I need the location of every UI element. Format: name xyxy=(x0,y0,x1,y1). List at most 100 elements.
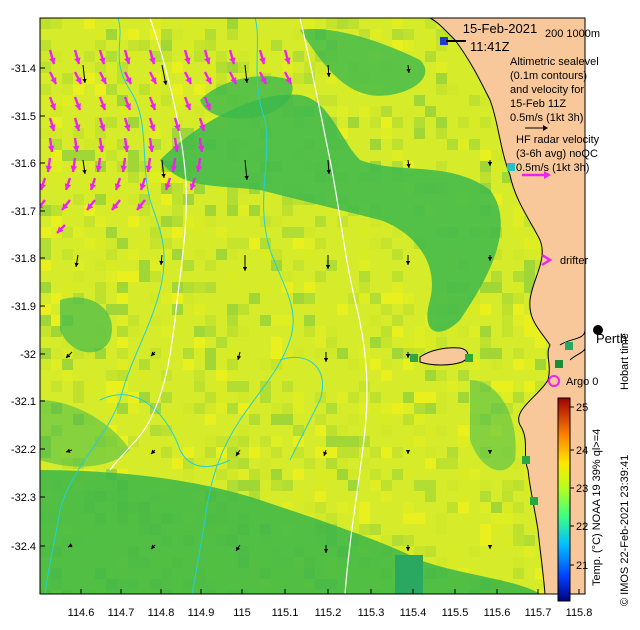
x-tick: 115.6 xyxy=(484,589,510,619)
sst-pixel xyxy=(172,95,183,106)
sst-pixel xyxy=(194,183,205,194)
sst-pixel xyxy=(205,40,216,51)
sst-pixel xyxy=(172,62,183,73)
sst-pixel xyxy=(513,315,524,326)
sst-pixel xyxy=(238,205,249,216)
sst-pixel xyxy=(370,535,381,546)
sst-pixel xyxy=(227,18,238,29)
sst-pixel xyxy=(436,557,447,568)
sst-green-region xyxy=(40,400,130,467)
altimetric-arrow xyxy=(406,64,411,74)
sst-pixel xyxy=(249,447,260,458)
sst-pixel xyxy=(117,139,128,150)
sst-pixel xyxy=(95,216,106,227)
sst-pixel xyxy=(271,315,282,326)
sst-pixel xyxy=(128,436,139,447)
hf-radar-arrow xyxy=(123,49,131,65)
sst-pixel xyxy=(381,337,392,348)
sst-pixel xyxy=(480,480,491,491)
sst-pixel xyxy=(491,348,502,359)
sst-pixel xyxy=(381,535,392,546)
sst-pixel xyxy=(139,271,150,282)
hf-radar-arrow xyxy=(195,157,203,173)
sst-pixel xyxy=(282,359,293,370)
hf-radar-arrow xyxy=(98,49,106,65)
sst-pixel xyxy=(513,480,524,491)
sst-pixel xyxy=(403,29,414,40)
sst-pixel xyxy=(194,337,205,348)
sst-pixel xyxy=(447,381,458,392)
sst-pixel xyxy=(436,117,447,128)
sst-pixel xyxy=(106,392,117,403)
sst-pixel xyxy=(315,337,326,348)
sst-pixel xyxy=(183,40,194,51)
sst-pixel xyxy=(337,106,348,117)
colorbar-tick: 25 xyxy=(570,402,588,414)
x-tick-label: 115.2 xyxy=(315,607,342,619)
sst-pixel xyxy=(458,117,469,128)
colorbar-title: Temp. (°C) NOAA 19 39% ql>=4 xyxy=(591,429,603,586)
sst-pixel xyxy=(172,172,183,183)
sst-pixel xyxy=(51,359,62,370)
sst-pixel xyxy=(194,304,205,315)
x-tick: 115.4 xyxy=(400,589,426,619)
sst-pixel xyxy=(480,95,491,106)
sst-pixel xyxy=(370,238,381,249)
sst-pixel xyxy=(172,183,183,194)
sst-pixel xyxy=(172,84,183,95)
y-tick-label: -31.8 xyxy=(11,253,36,265)
sst-pixel xyxy=(51,348,62,359)
sst-pixel xyxy=(84,73,95,84)
sst-pixel xyxy=(458,139,469,150)
sst-pixel xyxy=(370,117,381,128)
sst-pixel xyxy=(337,348,348,359)
hf-radar-arrow xyxy=(283,71,293,85)
y-tick-label: -31.6 xyxy=(11,158,36,170)
sst-pixel xyxy=(128,194,139,205)
sst-pixel xyxy=(271,348,282,359)
sst-pixel xyxy=(227,238,238,249)
x-tick: 115.1 xyxy=(272,589,298,619)
sst-pixel xyxy=(315,304,326,315)
sst-pixel xyxy=(62,95,73,106)
sst-pixel xyxy=(315,480,326,491)
sst-pixel xyxy=(480,502,491,513)
sst-pixel xyxy=(403,304,414,315)
altimetric-arrow xyxy=(242,255,248,271)
hf-radar-arrow xyxy=(123,71,133,85)
sst-pixel xyxy=(359,436,370,447)
sst-pixel xyxy=(106,194,117,205)
sst-pixel xyxy=(436,403,447,414)
altimetry-note-line: 15-Feb 11Z xyxy=(510,98,566,110)
sst-pixel xyxy=(436,40,447,51)
sst-pixel xyxy=(491,271,502,282)
hf-radar-arrow xyxy=(120,157,128,173)
hf-radar-arrow xyxy=(148,117,156,132)
y-tick: -32.2 xyxy=(11,444,45,456)
sst-pixel xyxy=(348,480,359,491)
sst-pixel xyxy=(370,403,381,414)
hf-radar-arrow xyxy=(183,49,191,65)
sst-pixel xyxy=(359,524,370,535)
x-tick: 114.8 xyxy=(148,589,174,619)
altimetric-arrow xyxy=(67,543,73,548)
sst-pixel xyxy=(128,40,139,51)
sst-pixel xyxy=(381,403,392,414)
sst-pixel xyxy=(40,84,51,95)
y-tick: -31.7 xyxy=(11,206,45,218)
altimetric-arrow xyxy=(487,160,493,166)
sst-pixel xyxy=(139,392,150,403)
hf-radar-arrow xyxy=(48,117,56,132)
sst-pixel xyxy=(117,315,128,326)
sst-pixel xyxy=(425,370,436,381)
sst-pixel xyxy=(40,95,51,106)
y-tick-label: -31.5 xyxy=(11,111,36,123)
altimetric-arrow xyxy=(325,255,331,269)
sst-pixel xyxy=(337,216,348,227)
hf-radar-arrow xyxy=(172,137,180,153)
y-tick: -31.9 xyxy=(11,301,45,313)
sst-pixel xyxy=(106,29,117,40)
sst-pixel xyxy=(260,62,271,73)
sst-pixel xyxy=(128,392,139,403)
colorbar-tick: 24 xyxy=(570,445,588,457)
